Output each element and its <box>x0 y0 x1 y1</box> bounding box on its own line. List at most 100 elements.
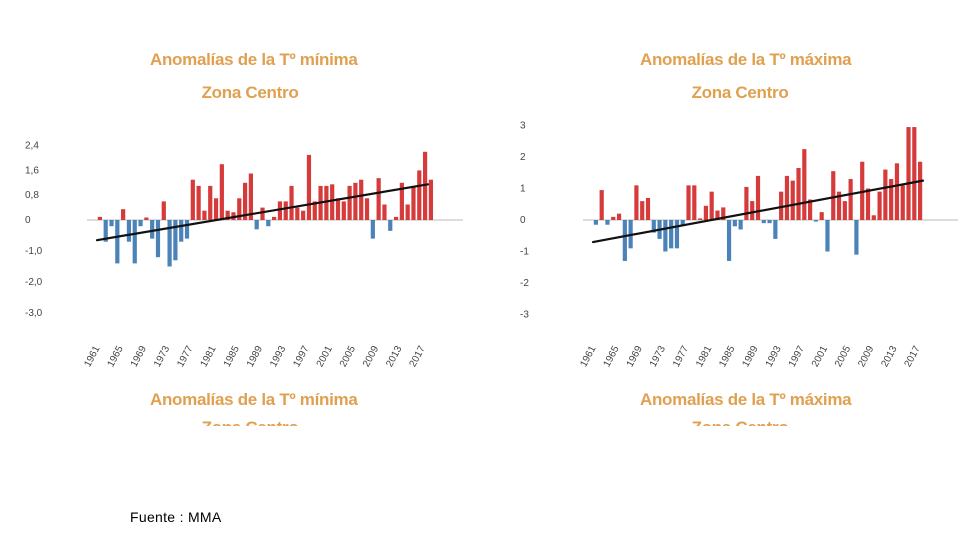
x-tick-label: 1977 <box>671 344 691 369</box>
bar-1989 <box>755 175 761 220</box>
bar-2002 <box>335 198 341 220</box>
bar-1965 <box>121 209 126 220</box>
bar-1979 <box>698 218 703 220</box>
bar-1976 <box>184 220 190 239</box>
bar-1971 <box>651 220 656 233</box>
bar-2015 <box>906 127 911 220</box>
bar-2003 <box>341 201 346 220</box>
bar-2000 <box>324 185 329 220</box>
bar-2017 <box>918 161 923 220</box>
bar-1961 <box>593 220 598 225</box>
bar-1965 <box>616 213 622 220</box>
bar-undefined <box>428 179 434 220</box>
bar-1978 <box>196 185 201 220</box>
y-tick-label: 3 <box>520 121 526 132</box>
bar-2011 <box>388 220 393 231</box>
y-tick-label: 1,6 <box>25 165 39 176</box>
bar-1987 <box>248 173 253 220</box>
bar-2004 <box>842 201 847 220</box>
bar-1994 <box>784 175 790 220</box>
bar-1976 <box>680 220 685 225</box>
bar-1980 <box>208 185 213 220</box>
bar-2009 <box>871 215 876 220</box>
trend-line <box>95 183 430 242</box>
bar-2008 <box>865 188 871 220</box>
y-tick-label: 0,8 <box>25 190 39 201</box>
bar-1969 <box>144 217 149 220</box>
x-tick-label: 1981 <box>694 344 714 369</box>
bar-1975 <box>674 220 680 249</box>
bar-1998 <box>808 199 813 220</box>
bar-1995 <box>295 207 300 220</box>
y-tick-label: 0 <box>25 215 31 226</box>
x-tick-label: 1997 <box>787 344 807 369</box>
x-tick-label: 1973 <box>648 344 668 369</box>
bar-2007 <box>364 198 370 220</box>
bar-2001 <box>330 184 335 220</box>
y-tick-label: -3,0 <box>25 308 43 319</box>
x-tick-label: 1981 <box>199 344 219 369</box>
bar-2003 <box>836 191 842 220</box>
x-tick-label: 1989 <box>740 344 760 369</box>
bar-2006 <box>854 220 859 255</box>
chart-footer-title: Anomalías de la Tº máxima <box>640 390 852 409</box>
bar-1996 <box>796 168 801 220</box>
bar-1988 <box>254 220 259 230</box>
bar-2012 <box>889 179 894 220</box>
bar-1982 <box>219 164 224 220</box>
bar-1988 <box>750 201 755 220</box>
bar-2010 <box>382 204 387 220</box>
x-tick-label: 1973 <box>152 344 172 369</box>
bar-1975 <box>179 220 184 242</box>
bar-1979 <box>202 210 207 220</box>
x-tick-label: 2001 <box>315 344 335 369</box>
bar-1972 <box>161 201 166 220</box>
x-tick-label: 2005 <box>833 344 853 369</box>
bar-2011 <box>883 169 888 220</box>
bar-1973 <box>663 220 668 252</box>
x-tick-label: 1977 <box>175 344 195 369</box>
bar-1992 <box>773 220 778 239</box>
y-tick-label: -1,0 <box>25 246 43 257</box>
chart-title: Anomalías de la Tº máxima <box>640 50 852 69</box>
x-tick-label: 2005 <box>338 344 358 369</box>
x-tick-label: 1985 <box>222 344 242 369</box>
bar-2000 <box>819 212 824 220</box>
bar-1966 <box>126 220 132 242</box>
y-tick-label: -2 <box>520 278 529 289</box>
bar-1990 <box>266 220 271 227</box>
bar-1984 <box>726 220 732 261</box>
bar-1980 <box>703 205 708 220</box>
x-tick-label: 1985 <box>717 344 737 369</box>
bar-2016 <box>417 170 422 220</box>
x-tick-label: 1997 <box>291 344 311 369</box>
bar-1974 <box>173 220 178 261</box>
bar-1964 <box>115 220 120 264</box>
bar-1985 <box>237 198 242 220</box>
y-tick-label: -3 <box>520 310 529 321</box>
bar-2008 <box>370 220 375 239</box>
chart-footer-subtitle: Zona Centro <box>640 418 840 426</box>
bar-1982 <box>715 210 720 220</box>
chart-footer-title: Anomalías de la Tº mínima <box>150 390 358 409</box>
chart-title: Anomalías de la Tº mínima <box>150 50 358 69</box>
bar-2006 <box>359 179 364 220</box>
bar-1992 <box>277 201 283 220</box>
y-tick-label: 1 <box>520 184 526 195</box>
x-tick-label: 2009 <box>856 344 876 369</box>
chart-subtitle: Zona Centro <box>201 83 299 102</box>
bar-2001 <box>825 220 830 252</box>
bar-1970 <box>645 197 651 220</box>
bar-1991 <box>767 220 772 224</box>
bar-1966 <box>622 220 627 261</box>
x-tick-label: 1965 <box>106 344 126 369</box>
chart-footer-subtitle: Zona Centro <box>150 418 350 426</box>
bar-2014 <box>405 204 410 220</box>
bar-1978 <box>692 185 697 220</box>
bar-1991 <box>272 216 277 220</box>
bar-1968 <box>634 185 639 220</box>
x-tick-label: 1969 <box>625 344 645 369</box>
bar-2005 <box>353 182 358 220</box>
y-tick-label: 2 <box>520 152 526 163</box>
x-tick-label: 2001 <box>810 344 830 369</box>
